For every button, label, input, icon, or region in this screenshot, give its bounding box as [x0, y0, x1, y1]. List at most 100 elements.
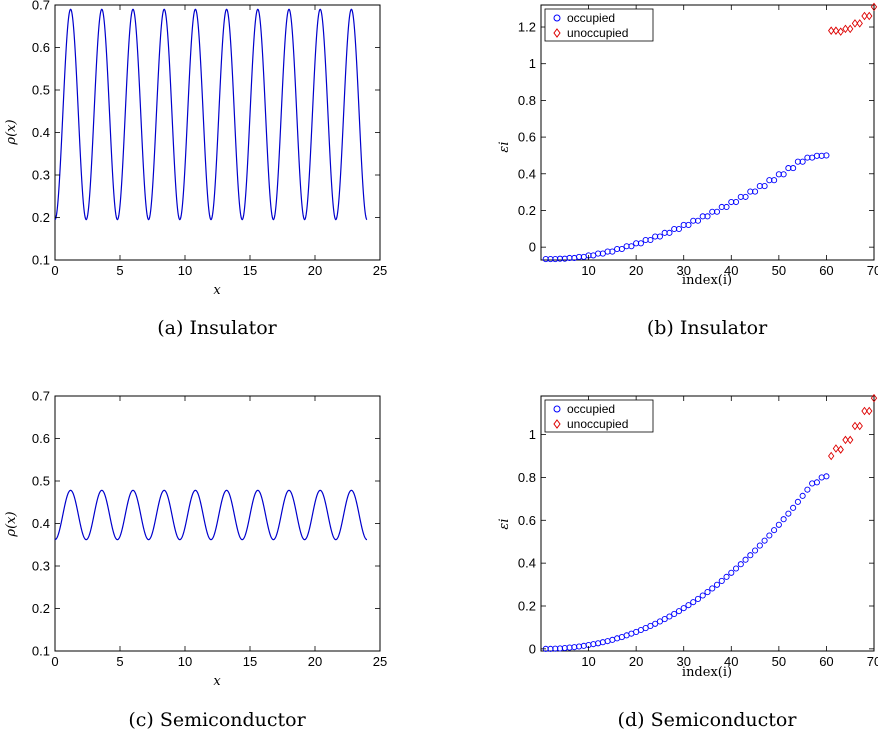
ytick-label: 0.6 [32, 431, 50, 446]
ytick-label: 0.5 [32, 474, 50, 489]
occupied-point [775, 521, 782, 528]
ytick-label: 0.3 [32, 559, 50, 574]
ytick-label: 0 [529, 240, 536, 255]
occupied-point [680, 605, 687, 612]
occupied-point [713, 581, 721, 588]
ytick-label: 0.8 [518, 470, 536, 485]
unoccupied-point [866, 11, 873, 21]
ytick-label: 1 [529, 56, 536, 71]
unoccupied-point [856, 19, 863, 28]
xtick-label: 50 [772, 263, 786, 278]
unoccupied-point [870, 2, 878, 12]
panel-b-legend-occupied-label: occupied [567, 11, 615, 25]
unoccupied-point [856, 421, 863, 431]
occupied-point [780, 171, 787, 178]
panel-b-plot-area [540, 4, 875, 261]
ytick-label: 0.5 [32, 83, 50, 98]
xtick-label: 10 [178, 654, 192, 669]
unoccupied-point [828, 26, 835, 35]
xtick-label: 15 [243, 654, 257, 669]
xtick-label: 70 [867, 654, 878, 669]
panel-d-legend-unoccupied-marker [553, 419, 561, 429]
unoccupied-point [847, 24, 854, 34]
occupied-point [766, 532, 773, 539]
panel-c: 0 5 10 15 20 25 0.10.20.30.40.50.60.7 x ρ(x) … [4, 389, 387, 732]
unoccupied-point [866, 406, 873, 416]
unoccupied-point [832, 26, 840, 35]
ytick-label: 0.6 [518, 513, 536, 528]
panel-c-xlabel: x [213, 674, 221, 689]
unoccupied-point [861, 11, 868, 21]
panel-d-yticks: 0 0.2 0.4 0.6 0.8 1 [518, 427, 874, 656]
unoccupied-point [842, 24, 849, 34]
occupied-point [771, 527, 778, 534]
occupied-point [799, 492, 806, 499]
occupied-point [780, 516, 787, 523]
occupied-point [737, 561, 744, 568]
panel-b-ylabel: εi [497, 141, 512, 152]
xtick-label: 40 [724, 654, 738, 669]
ytick-label: 1 [529, 427, 536, 442]
xtick-label: 10 [581, 263, 595, 278]
occupied-point [785, 510, 792, 517]
occupied-point [675, 225, 683, 233]
panel-d-caption: (d) Semiconductor [618, 709, 798, 731]
xtick-label: 5 [116, 654, 123, 669]
occupied-point [685, 602, 692, 609]
panel-d-markers [542, 393, 878, 652]
xtick-label: 25 [373, 654, 387, 669]
panel-b-caption: (b) Insulator [647, 317, 768, 339]
ytick-label: 0.4 [32, 516, 50, 531]
panel-d: 10 20 30 40 50 60 70 0 0.2 0.4 0.6 0.8 1 occupied u… [497, 393, 878, 731]
unoccupied-point [851, 421, 859, 431]
occupied-point [790, 165, 797, 172]
occupied-point [823, 473, 830, 480]
panel-a: 0 5 10 15 20 25 0.10.20.30.40.50.60.7 x ρ(x) … [4, 0, 387, 339]
occupied-point [661, 616, 668, 623]
occupied-point [761, 183, 768, 190]
ytick-label: 0.4 [518, 556, 536, 571]
ytick-label: 0.7 [32, 389, 50, 404]
panel-d-ylabel: εi [497, 518, 512, 529]
occupied-point [704, 213, 711, 220]
xtick-label: 60 [819, 654, 833, 669]
panel-d-xlabel: index(i) [682, 665, 732, 680]
ytick-label: 0.6 [518, 130, 536, 145]
panel-b-legend-unoccupied-label: unoccupied [567, 26, 628, 40]
occupied-point [675, 608, 683, 615]
ytick-label: 0.2 [518, 599, 536, 614]
occupied-point [799, 158, 806, 165]
ytick-label: 0.3 [32, 168, 50, 183]
xtick-label: 30 [676, 654, 690, 669]
occupied-point [628, 243, 635, 250]
xtick-label: 25 [373, 263, 387, 278]
xtick-label: 15 [243, 263, 257, 278]
unoccupied-point [837, 27, 844, 36]
occupied-point [732, 198, 740, 206]
ytick-label: 0.2 [518, 203, 536, 218]
occupied-point [771, 177, 778, 184]
occupied-point [742, 556, 749, 563]
occupied-point [637, 240, 644, 247]
occupied-point [699, 592, 706, 599]
ytick-label: 0.2 [32, 601, 50, 616]
ytick-label: 0.8 [518, 93, 536, 108]
ytick-label: 0 [529, 641, 536, 656]
ytick-label: 0.7 [32, 0, 50, 13]
occupied-point [666, 613, 673, 620]
occupied-point [618, 245, 625, 253]
occupied-point [718, 577, 725, 584]
occupied-point [813, 479, 820, 486]
occupied-point [590, 641, 597, 648]
occupied-point [704, 589, 711, 596]
panel-c-yticks: 0.1 0.2 0.3 0.4 0.5 0.6 0.7 [32, 389, 380, 659]
panel-d-legend-occupied-marker [553, 405, 561, 413]
panel-d-legend-unoccupied-label: unoccupied [567, 417, 628, 431]
panel-a-curve [54, 8, 368, 221]
occupied-point [694, 595, 702, 602]
occupied-point [742, 193, 749, 200]
occupied-point [690, 599, 697, 606]
unoccupied-point [870, 393, 878, 403]
ytick-label: 0.1 [32, 644, 50, 659]
panel-b-markers [542, 2, 878, 263]
